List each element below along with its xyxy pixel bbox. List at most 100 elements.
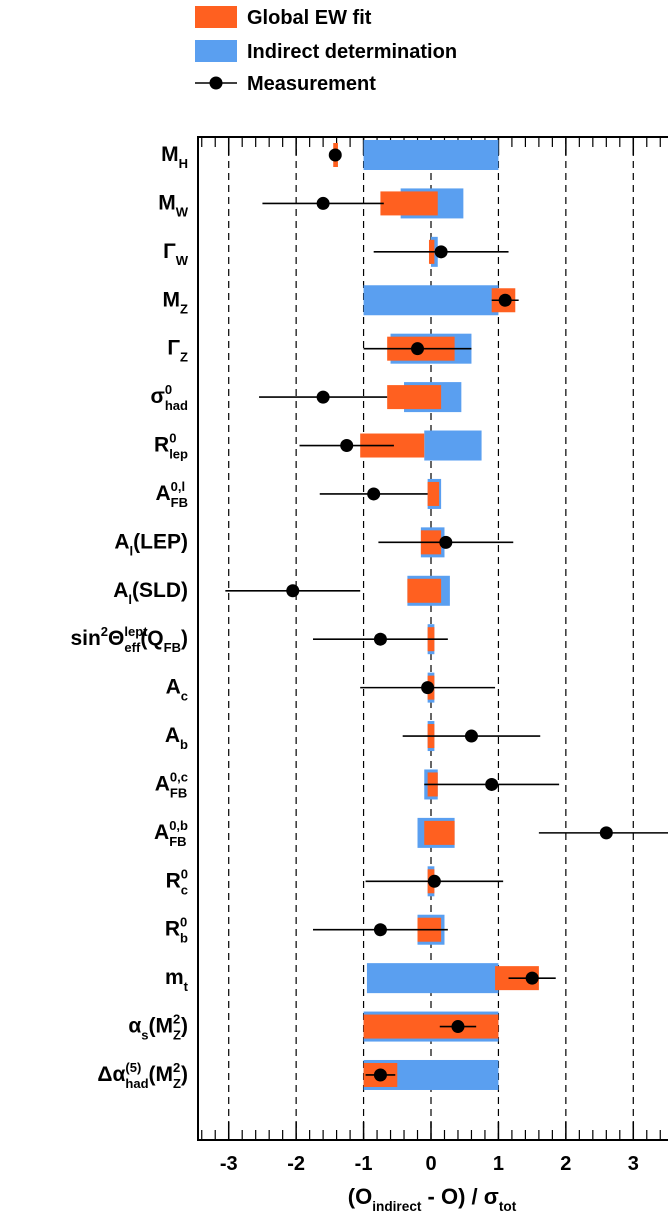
row-label-part: (SLD) [132,579,188,602]
indirect-band [363,140,499,170]
row-label-part: A [114,530,129,553]
legend-label: Indirect determination [247,41,457,63]
row-label-part: M [161,143,179,166]
row-label-part: (M [149,1063,174,1086]
row-label-part: had [125,1076,148,1091]
measurement [439,535,453,549]
measurement [373,1068,387,1082]
row-label: MZ [163,288,189,316]
row-label-part: eff [124,640,141,655]
row-label-part: A [154,821,169,844]
row-label: R0 c [166,866,188,897]
row-label: R0 lep [154,431,188,462]
fit-band [424,820,455,845]
row-label-part: had [165,398,188,413]
measurement [316,390,330,404]
row-label-part: t [184,979,189,994]
row-label-part: c [181,689,188,704]
row-label: ΓW [163,240,189,268]
x-tick-label: -1 [355,1153,373,1175]
row-label-part: ) [181,1063,188,1086]
measurement [286,584,300,598]
row-label-part: A [113,579,128,602]
legend-label: Measurement [247,73,376,95]
row-label-part: sin [70,627,100,650]
x-axis-label-part: tot [499,1199,517,1214]
x-tick-label: -2 [287,1153,305,1175]
fit-band [363,1014,499,1039]
plot-area [225,140,668,1090]
row-label-part: H [179,156,188,171]
measurement [464,729,478,743]
measurement [316,196,330,210]
row-label: Δα(5) had(M2 Z) [97,1060,188,1091]
row-label-part: Z [173,1028,181,1043]
fit-band [380,191,438,216]
row-label-part: Z [180,301,188,316]
row-label-part: Γ [163,240,176,263]
row-label-part: 2 [101,624,108,639]
indirect-band [366,963,499,994]
row-label: R0 b [165,915,188,946]
row-label-part: FB [164,640,181,655]
indirect-band [424,430,482,461]
row-label-part: Θ [108,627,124,650]
row-label: Al(LEP) [114,530,188,558]
row-label: ΓZ [167,337,188,365]
row-label: sin2Θlept eff(QFB) [70,624,188,655]
measurement [340,439,354,453]
measurement [367,487,381,501]
row-label-part: ) [181,1015,188,1038]
fit-band [407,578,442,603]
measurement [373,923,387,937]
row-label-part: R [154,434,169,457]
x-tick-label: 0 [425,1153,436,1175]
row-label-part: 0 [180,915,187,930]
row-label-part: 0,c [170,769,188,784]
measurement [427,874,441,888]
row-label-part: Z [180,350,188,365]
row-label-part: 0,b [169,818,188,833]
row-label-part: l [130,543,134,558]
row-label-part: σ [150,385,164,408]
x-axis-label-part: - O) / σ [421,1184,498,1209]
x-tick-label: 3 [628,1153,639,1175]
row-label-part: 0 [165,382,172,397]
row-label-part: (Q [140,627,163,650]
row-label-part: W [176,253,189,268]
row-label-part: c [181,882,188,897]
row-label-part: W [176,204,189,219]
x-tick-label: -3 [220,1153,238,1175]
row-label-part: FB [171,495,188,510]
row-label-part: A [165,724,180,747]
row-label-part: FB [170,785,187,800]
row-label-part: M [158,191,176,214]
measurement [411,342,425,356]
row-label-part: A [166,676,181,699]
row-label: A0,l FB [155,479,188,510]
row-label-part: (M [149,1015,174,1038]
legend-swatch [195,6,237,28]
x-axis-label: (Oindirect - O) / σtot [348,1184,517,1214]
row-label-part: 0,l [171,479,185,494]
row-label: A0,c FB [155,769,188,800]
row-label-part: Z [173,1076,181,1091]
row-label-part: (LEP) [133,530,188,553]
measurement [421,681,435,695]
legend-swatch [195,40,237,62]
row-label-part: l [128,592,132,607]
row-label-part: (5) [125,1060,141,1075]
row-label: MW [158,191,189,219]
row-label-part: R [165,918,180,941]
indirect-band [363,285,499,316]
row-label-part: M [163,288,181,311]
legend-swatch [209,76,223,90]
row-label-part: m [165,966,184,989]
row-label-part: lep [169,447,188,462]
measurement [485,777,499,791]
fit-band [387,385,442,410]
legend-label: Global EW fit [247,7,372,29]
measurement [451,1020,465,1034]
